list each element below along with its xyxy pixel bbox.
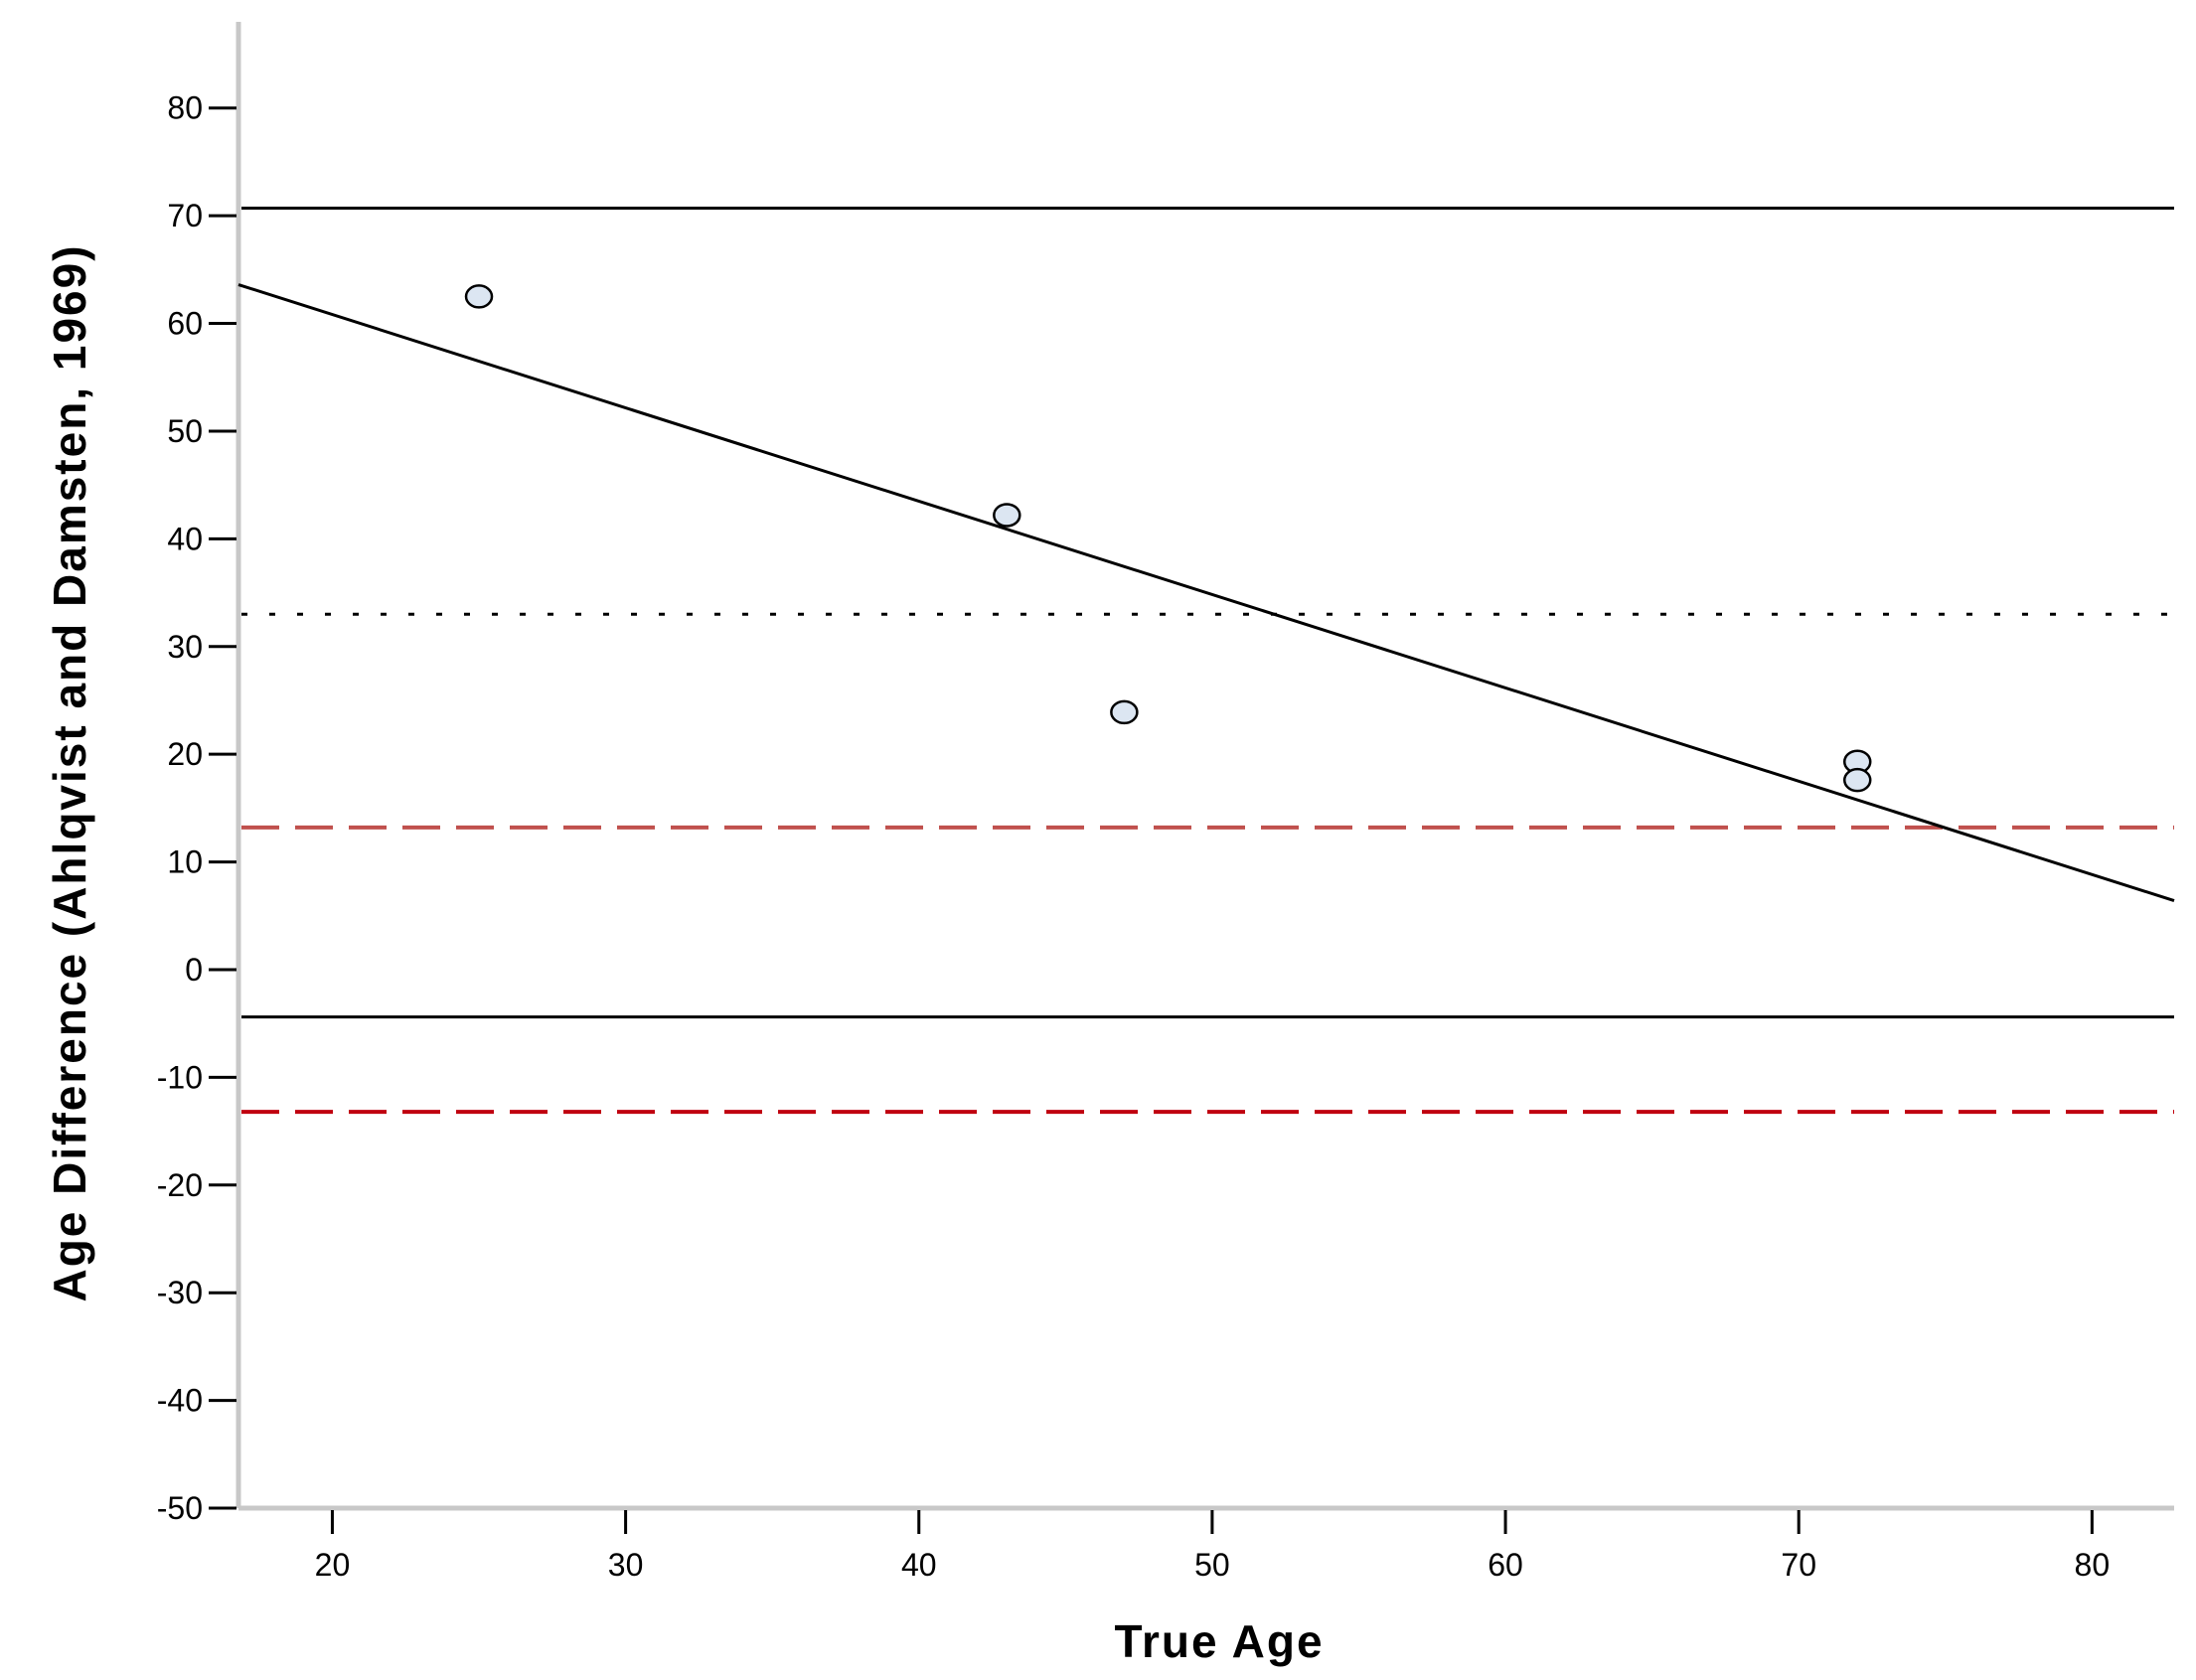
regression-line xyxy=(237,283,2175,903)
data-point xyxy=(1110,699,1139,725)
x-tick-label: 50 xyxy=(1194,1547,1230,1583)
data-point xyxy=(464,284,494,309)
y-tick-label: 60 xyxy=(167,306,203,342)
regression-line-group xyxy=(237,283,2175,903)
y-tick-label: 50 xyxy=(167,413,203,449)
y-tick-label: -50 xyxy=(157,1490,203,1526)
y-tick-label: 40 xyxy=(167,521,203,556)
y-tick-label: 30 xyxy=(167,629,203,665)
x-tick-label: 70 xyxy=(1781,1547,1816,1583)
data-point xyxy=(993,503,1021,528)
y-axis-ticks: 80 70 60 50 40 30 20 10 0 -10 -20 -30 -40 -50 xyxy=(157,90,236,1526)
y-tick-label: 20 xyxy=(167,736,203,772)
x-tick-label: 30 xyxy=(608,1547,644,1583)
data-point xyxy=(1842,767,1872,793)
x-tick-label: 60 xyxy=(1488,1547,1523,1583)
x-tick-label: 80 xyxy=(2075,1547,2111,1583)
data-points xyxy=(464,284,1872,793)
y-tick-label: -40 xyxy=(157,1383,203,1419)
y-tick-label: 0 xyxy=(185,952,203,988)
x-tick-label: 20 xyxy=(315,1547,351,1583)
y-tick-label: 70 xyxy=(167,198,203,233)
x-axis-ticks: 20 30 40 50 60 70 80 xyxy=(315,1510,2111,1583)
y-axis-title: Age Difference (Ahlqvist and Damsten, 19… xyxy=(44,243,95,1301)
y-tick-label: 10 xyxy=(167,844,203,880)
y-tick-label: -10 xyxy=(157,1059,203,1095)
y-tick-label: -30 xyxy=(157,1275,203,1310)
x-axis-title: True Age xyxy=(1114,1615,1324,1667)
axes xyxy=(235,22,2174,1511)
y-tick-label: 80 xyxy=(167,90,203,126)
reference-lines xyxy=(241,207,2174,1115)
x-tick-label: 40 xyxy=(901,1547,937,1583)
y-tick-label: -20 xyxy=(157,1167,203,1203)
